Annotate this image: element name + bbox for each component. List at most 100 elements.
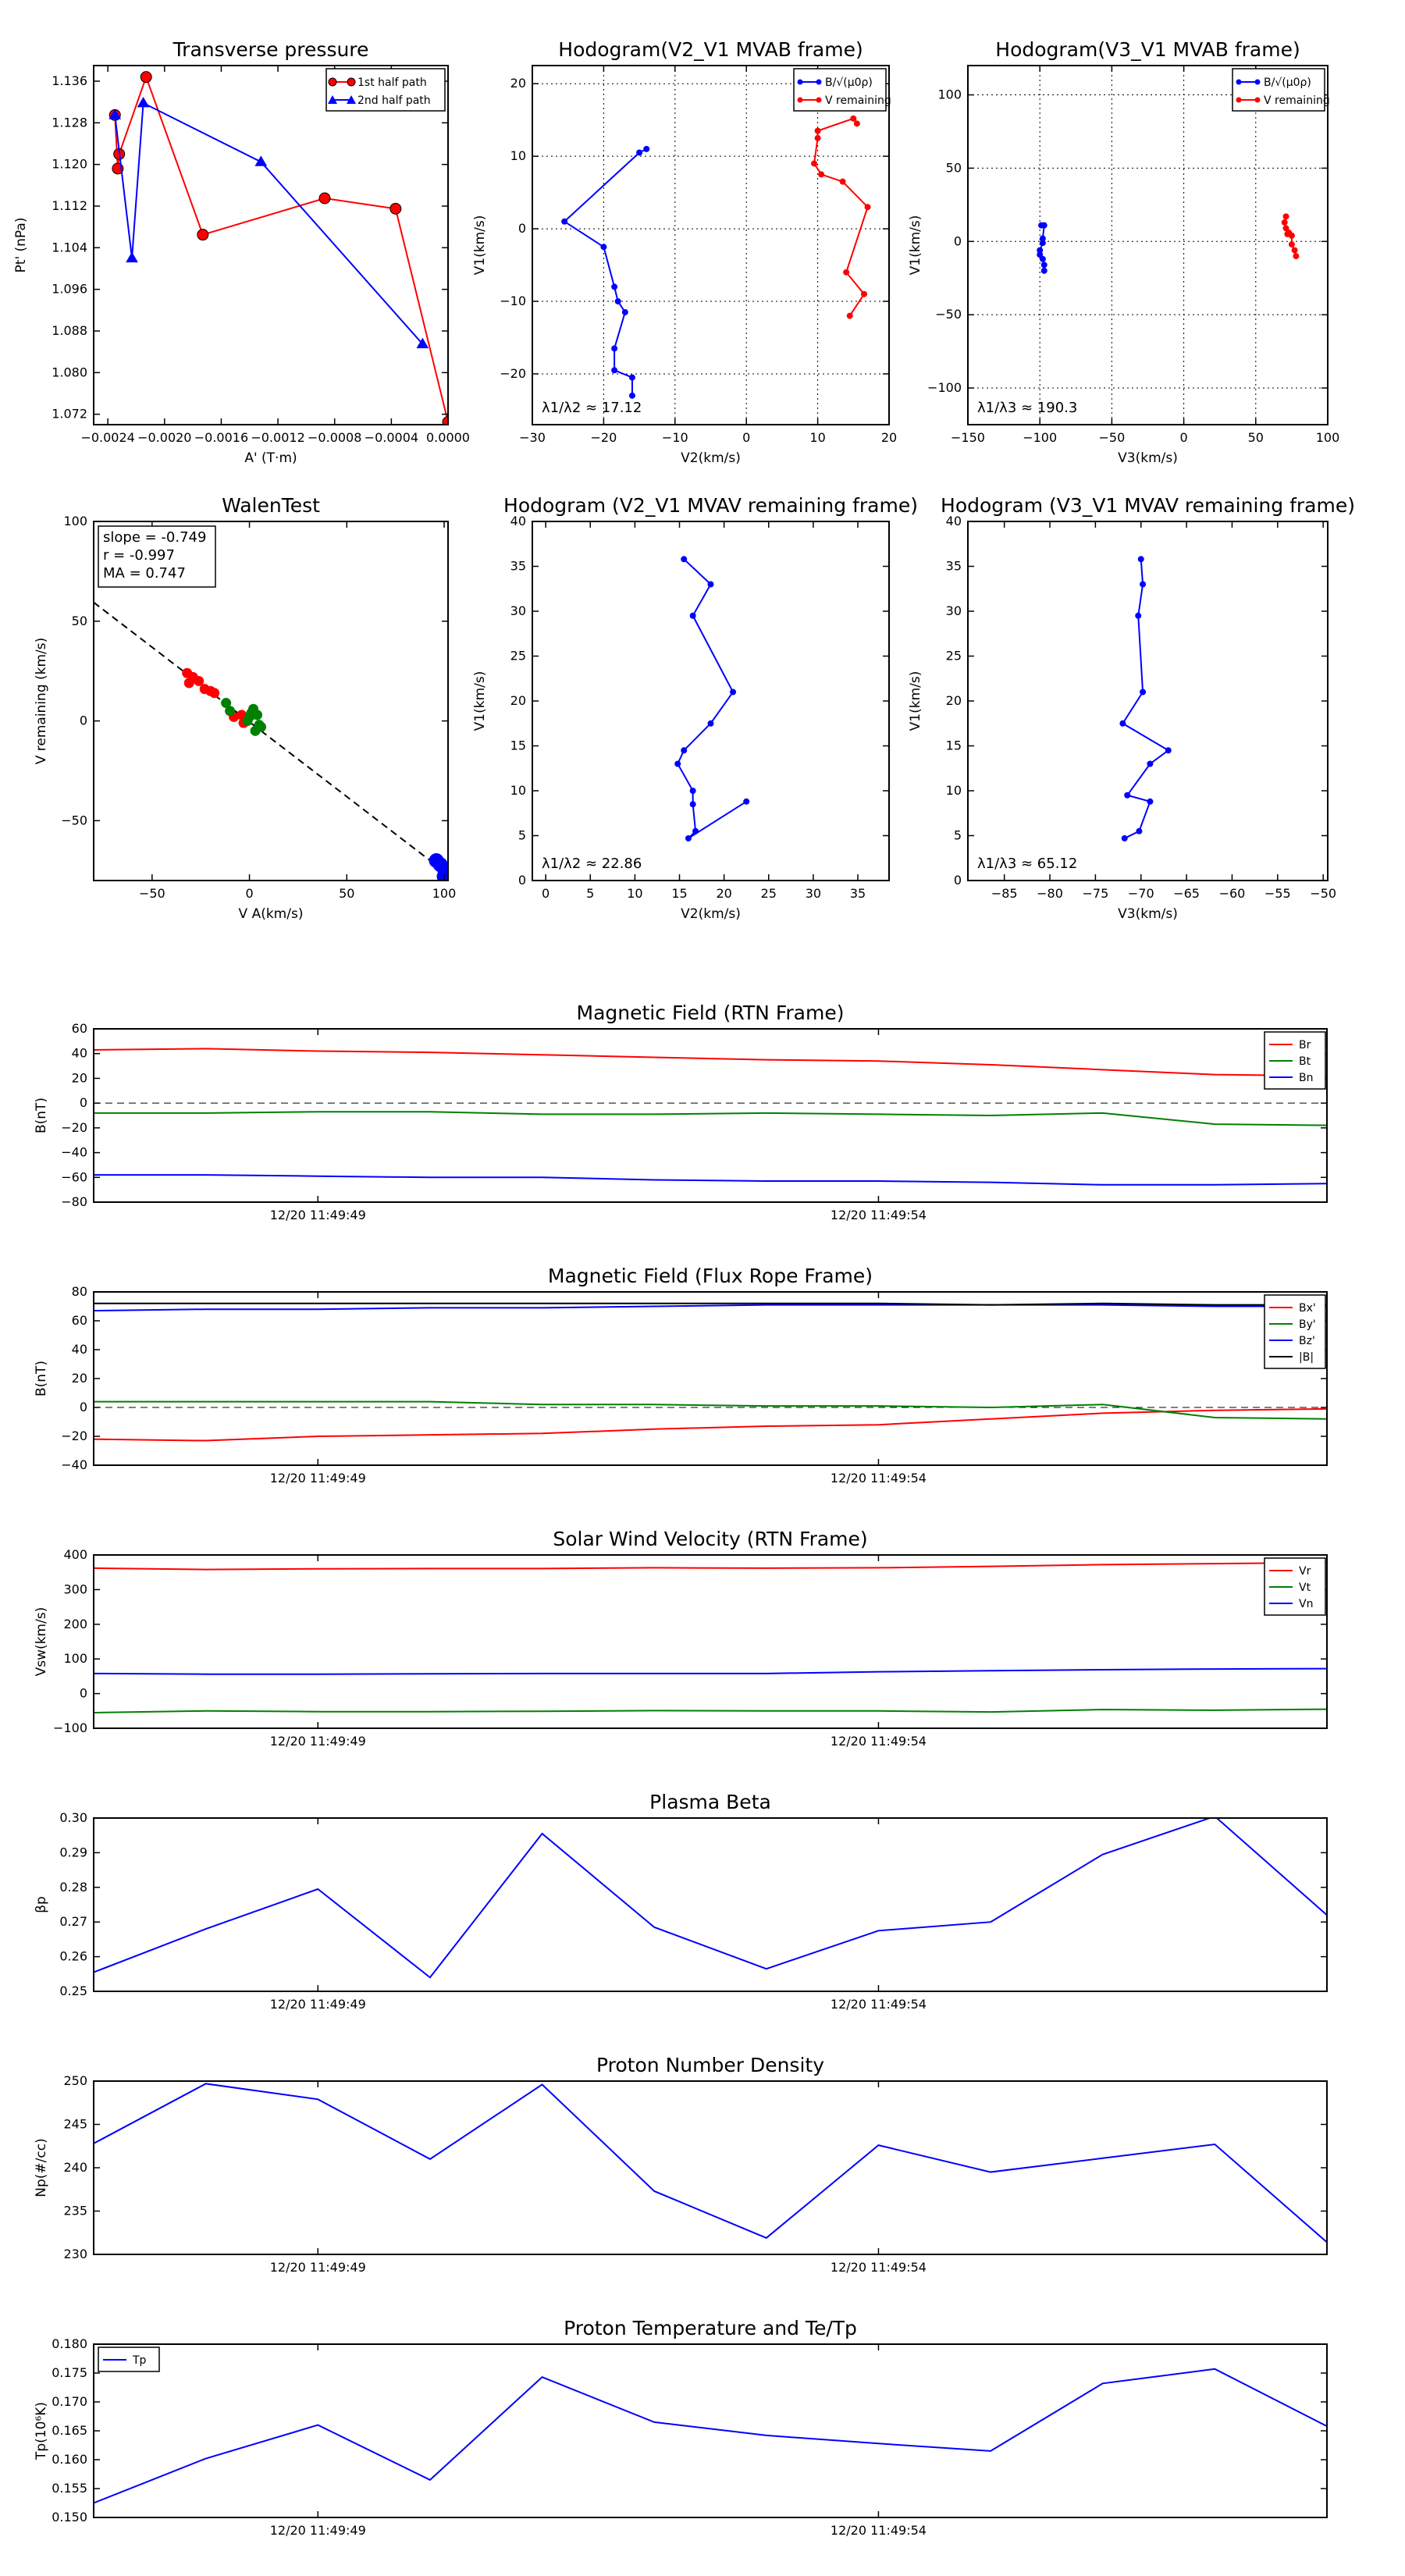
x-tick-label: −75 [1083,886,1109,901]
legend-marker [328,95,337,104]
series-line-0 [114,74,448,422]
x-tick-label: −150 [951,430,985,445]
x-axis-label: V A(km/s) [239,906,304,922]
plot-area [94,1302,1327,1442]
legend-box [325,68,446,112]
chart-p6: −85 −80 −75 −70 −65 −60 −55 −50 0 5 10 15 20 25 30 35 40… [908,494,1355,922]
data-point [1291,247,1298,254]
chart-ts6: 0.150 0.155 0.160 0.165 0.170 0.175 0.180 12/20… [34,2317,1328,2538]
axes-frame [93,2343,1328,2518]
data-point [108,109,122,119]
legend-marker [816,79,822,85]
y-axis-label: V1(km/s) [472,215,488,276]
stats-line: MA = 0.747 [103,565,186,582]
legend-marker [347,95,356,104]
legend-label: Vt [1299,1582,1311,1594]
x-tick-label: 25 [761,886,777,901]
y-tick-label: 0.165 [52,2423,87,2438]
data-point [1293,253,1300,260]
axes-frame [93,2080,1328,2255]
y-tick-label: 300 [63,1582,87,1596]
y-tick-label: 1.072 [52,407,87,422]
y-tick-label: 100 [937,87,962,102]
data-point [561,218,568,225]
legend-label: By' [1299,1318,1316,1331]
x-tick-label: 0.0000 [426,430,470,445]
chart-title: Plasma Beta [649,1791,771,1813]
y-tick-label: 10 [510,148,526,163]
y-tick-label: 0 [80,1686,87,1701]
y-axis-label: V1(km/s) [472,671,488,731]
y-tick-label: 40 [72,1046,87,1061]
y-tick-label: 0.170 [52,2394,87,2409]
legend-marker [797,97,803,103]
data-point [600,244,607,251]
data-point [685,834,692,841]
x-tick-label: −30 [519,430,546,445]
y-tick-label: 60 [72,1313,87,1328]
x-tick-label: 10 [627,886,642,901]
y-axis-label: B(nT) [34,1098,49,1133]
chart-title: Proton Temperature and Te/Tp [564,2317,857,2339]
data-point [628,374,635,381]
y-tick-label: 1.128 [52,115,87,130]
y-tick-label: 400 [63,1547,87,1562]
y-tick-label: 30 [946,603,962,618]
y-tick-label: 245 [63,2117,87,2132]
y-tick-label: 10 [946,783,962,798]
legend-marker [1236,79,1242,85]
data-point [1124,792,1131,799]
data-point [225,706,236,717]
y-tick-label: −60 [61,1169,87,1184]
legend-marker [1254,97,1261,103]
data-point [246,707,257,718]
legend-label: Bt [1299,1055,1311,1068]
data-point [1039,240,1046,247]
plot-area [94,601,448,881]
x-tick-label: 12/20 11:49:49 [270,1208,366,1222]
x-axis-label: V3(km/s) [1118,450,1178,466]
y-axis-label: V1(km/s) [908,215,923,276]
y-tick-label: −40 [61,1145,87,1160]
x-tick-label: −0.0016 [194,430,248,445]
x-tick-label: 0 [742,430,750,445]
x-tick-label: 20 [716,886,731,901]
chart-title: Magnetic Field (RTN Frame) [577,1002,845,1024]
axes-frame [967,65,1329,425]
data-point [850,115,857,122]
data-point [730,688,737,696]
data-point [1147,760,1154,767]
y-tick-label: 25 [946,649,962,664]
data-point [853,120,860,127]
x-tick-label: −0.0012 [251,430,304,445]
data-point [843,269,850,276]
series-line-βp [94,1818,1327,1979]
x-tick-label: 12/20 11:49:54 [831,1471,927,1485]
y-tick-label: 1.120 [52,157,87,172]
data-point [1137,556,1144,563]
chart-ts3: −100 0 100 200 300 400 12/20 11:49:49 12/20 11:… [34,1528,1328,1749]
axes-frame [93,1291,1328,1466]
legend-marker [797,79,803,85]
legend-marker [1254,79,1261,85]
legend-label: V remaining [1264,94,1330,107]
data-point [197,229,209,241]
axes-frame [967,521,1329,881]
eigenvalue-ratio: λ1/λ2 ≈ 22.86 [542,856,642,872]
plot-area [1037,213,1300,274]
y-axis-label: B(nT) [34,1361,49,1397]
fit-line [94,601,448,875]
data-point [611,283,618,290]
data-point [1039,255,1046,262]
data-point [436,869,448,881]
data-point [611,345,618,352]
x-tick-label: 12/20 11:49:49 [270,1997,366,2012]
legend-label: Bx' [1299,1302,1316,1315]
chart-title: Solar Wind Velocity (RTN Frame) [553,1528,867,1550]
chart-p1: −0.0024 −0.0020 −0.0016 −0.0012 −0.0008 −0.00… [13,38,470,466]
y-tick-label: 35 [510,559,526,574]
data-point [814,127,821,134]
chart-title: Hodogram (V2_V1 MVAV remaining frame) [503,494,918,517]
y-tick-label: 1.088 [52,323,87,338]
